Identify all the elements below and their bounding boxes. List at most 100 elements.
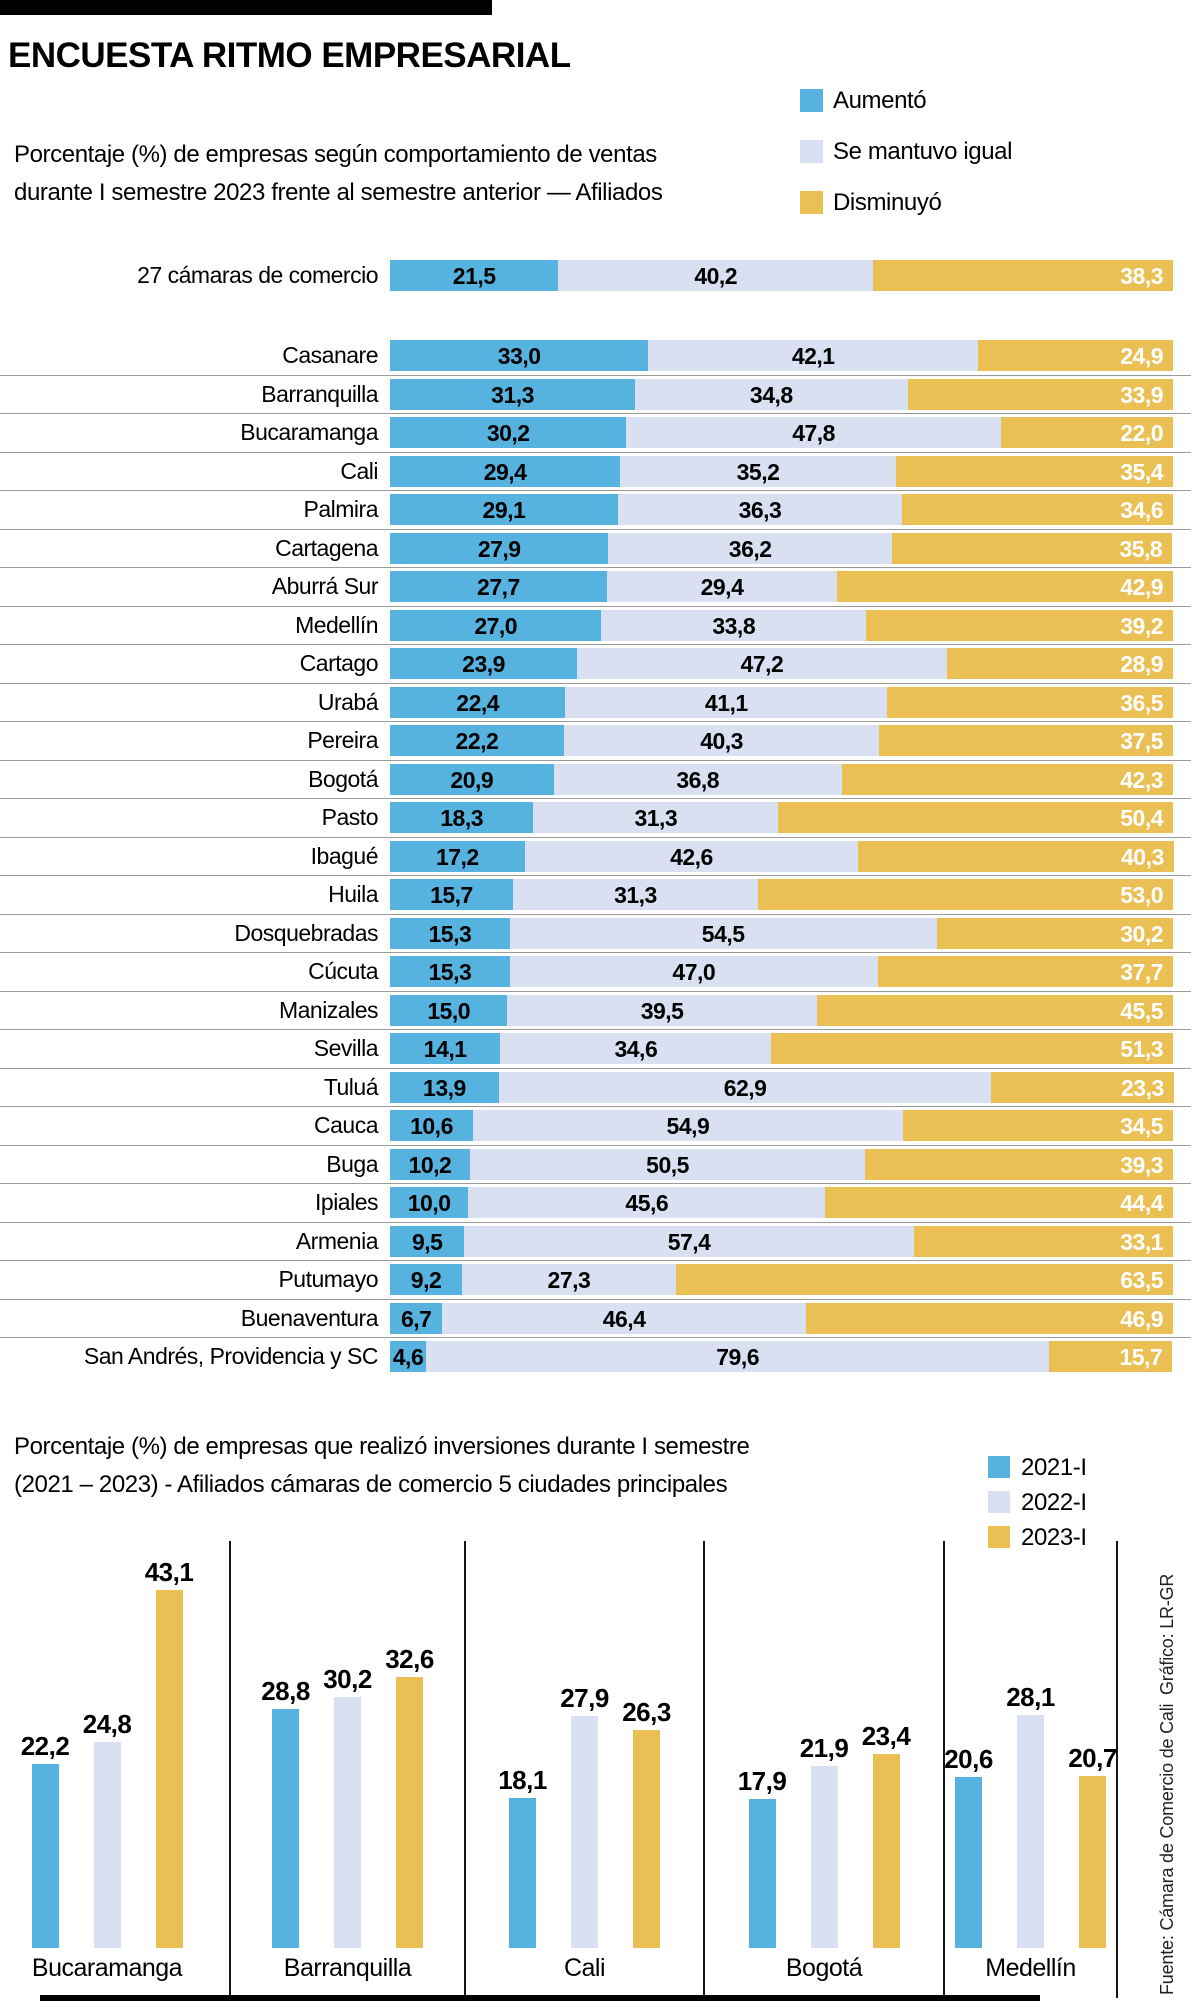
bar-segment-mantuvo xyxy=(606,571,838,602)
bottom-accent-bar xyxy=(40,1995,1040,2001)
row-label: Sevilla xyxy=(313,1035,379,1061)
bar-segment-disminuyo xyxy=(902,1110,1173,1141)
segment-value: 31,3 xyxy=(491,382,534,408)
group-divider xyxy=(464,1541,466,1998)
segment-value: 15,3 xyxy=(428,959,472,985)
segment-value: 44,4 xyxy=(1120,1190,1163,1216)
bar-segment-aumento xyxy=(390,571,607,602)
bar-2022-I xyxy=(334,1697,361,1948)
bar-segment-disminuyo xyxy=(877,956,1173,987)
segment-value: 28,9 xyxy=(1120,651,1163,677)
bar-segment-aumento xyxy=(390,764,554,795)
row-separator xyxy=(0,837,1191,838)
row-label: Cartago xyxy=(299,650,379,676)
row-label: Tuluá xyxy=(323,1074,379,1100)
bar-value: 20,7 xyxy=(1068,1743,1117,1773)
bar-2021-I xyxy=(509,1798,536,1948)
segment-value: 14,1 xyxy=(423,1036,467,1062)
bar-2021-I xyxy=(31,1764,59,1948)
row-label: Ibagué xyxy=(310,843,379,869)
segment-value: 34,6 xyxy=(1120,497,1163,523)
bar-2023-I xyxy=(155,1590,183,1948)
bar-value: 27,9 xyxy=(560,1683,609,1713)
bar-segment-aumento xyxy=(390,533,609,564)
row-separator xyxy=(0,529,1191,530)
row-label: Barranquilla xyxy=(261,381,378,407)
row-label: Palmira xyxy=(303,496,379,522)
bar-segment-mantuvo xyxy=(533,802,779,833)
bar-value: 22,2 xyxy=(20,1731,70,1761)
sales-chart-subtitle: Porcentaje (%) de empresas según comport… xyxy=(14,136,663,212)
bar-segment-disminuyo xyxy=(873,260,1173,291)
segment-value: 27,7 xyxy=(477,574,520,600)
bar-segment-aumento xyxy=(390,260,559,291)
bar-segment-aumento xyxy=(390,879,513,910)
segment-value: 42,3 xyxy=(1120,767,1163,793)
bar-segment-mantuvo xyxy=(469,1149,866,1180)
bar-segment-disminuyo xyxy=(891,533,1173,564)
row-separator xyxy=(0,875,1191,876)
bar-segment-disminuyo xyxy=(978,340,1173,371)
investment-chart-subtitle-line2: (2021 – 2023) - Afiliados cámaras de com… xyxy=(14,1471,728,1498)
investment-chart-subtitle: Porcentaje (%) de empresas que realizó i… xyxy=(14,1428,750,1504)
row-separator xyxy=(0,914,1191,915)
segment-value: 35,4 xyxy=(1120,459,1163,485)
city-label: Barranquilla xyxy=(283,1954,412,1982)
bar-segment-mantuvo xyxy=(608,533,892,564)
bar-value: 24,8 xyxy=(82,1709,132,1739)
bar-value: 43,1 xyxy=(144,1557,194,1587)
bar-segment-disminuyo xyxy=(946,648,1173,679)
row-label: Medellín xyxy=(295,612,378,638)
row-separator xyxy=(0,375,1191,376)
years-legend-label: 2022-I xyxy=(1021,1489,1087,1516)
segment-value: 40,3 xyxy=(700,728,743,754)
bar-2021-I xyxy=(955,1777,982,1948)
row-separator xyxy=(0,1337,1191,1338)
bar-segment-disminuyo xyxy=(778,802,1173,833)
bar-segment-mantuvo xyxy=(524,841,859,872)
segment-value: 62,9 xyxy=(723,1075,767,1101)
segment-value: 42,6 xyxy=(670,844,713,870)
bar-2022-I xyxy=(810,1766,838,1948)
bar-segment-aumento xyxy=(390,841,525,872)
row-label: Manizales xyxy=(278,997,379,1023)
segment-value: 53,0 xyxy=(1120,882,1163,908)
bar-segment-disminuyo xyxy=(837,571,1173,602)
segment-value: 22,0 xyxy=(1120,420,1163,446)
bar-segment-mantuvo xyxy=(472,1110,903,1141)
bar-segment-aumento xyxy=(390,918,510,949)
years-legend-swatch-icon xyxy=(988,1526,1010,1548)
bar-segment-aumento xyxy=(390,1187,469,1218)
group-divider xyxy=(229,1541,231,1998)
segment-value: 37,5 xyxy=(1120,728,1163,754)
segment-value: 33,0 xyxy=(497,343,541,369)
segment-value: 18,3 xyxy=(440,805,484,831)
bar-segment-aumento xyxy=(390,379,636,410)
bar-value: 28,1 xyxy=(1006,1682,1055,1712)
bar-value: 30,2 xyxy=(323,1664,372,1694)
segment-value: 35,8 xyxy=(1119,536,1163,562)
row-label: Huila xyxy=(328,881,378,907)
segment-value: 40,3 xyxy=(1121,844,1164,870)
segment-value: 6,7 xyxy=(400,1306,432,1332)
bar-segment-mantuvo xyxy=(426,1341,1050,1372)
row-label: Pereira xyxy=(307,727,378,753)
segment-value: 79,6 xyxy=(716,1344,760,1370)
bar-segment-disminuyo xyxy=(1000,417,1173,448)
bar-segment-mantuvo xyxy=(635,379,908,410)
segment-value: 51,3 xyxy=(1120,1036,1163,1062)
bar-segment-mantuvo xyxy=(500,1033,772,1064)
group-divider xyxy=(703,1541,705,1998)
bar-segment-disminuyo xyxy=(675,1264,1173,1295)
bar-segment-mantuvo xyxy=(563,725,880,756)
bar-value: 17,9 xyxy=(737,1766,787,1796)
bar-segment-mantuvo xyxy=(577,648,947,679)
years-legend-swatch-icon xyxy=(988,1456,1010,1478)
row-label: Putumayo xyxy=(278,1266,378,1292)
bar-value: 21,9 xyxy=(799,1733,849,1763)
row-separator xyxy=(0,1183,1191,1184)
bar-2023-I xyxy=(1079,1776,1106,1948)
bar-segment-mantuvo xyxy=(468,1187,826,1218)
bar-segment-aumento xyxy=(390,1110,473,1141)
segment-value: 36,8 xyxy=(676,767,720,793)
